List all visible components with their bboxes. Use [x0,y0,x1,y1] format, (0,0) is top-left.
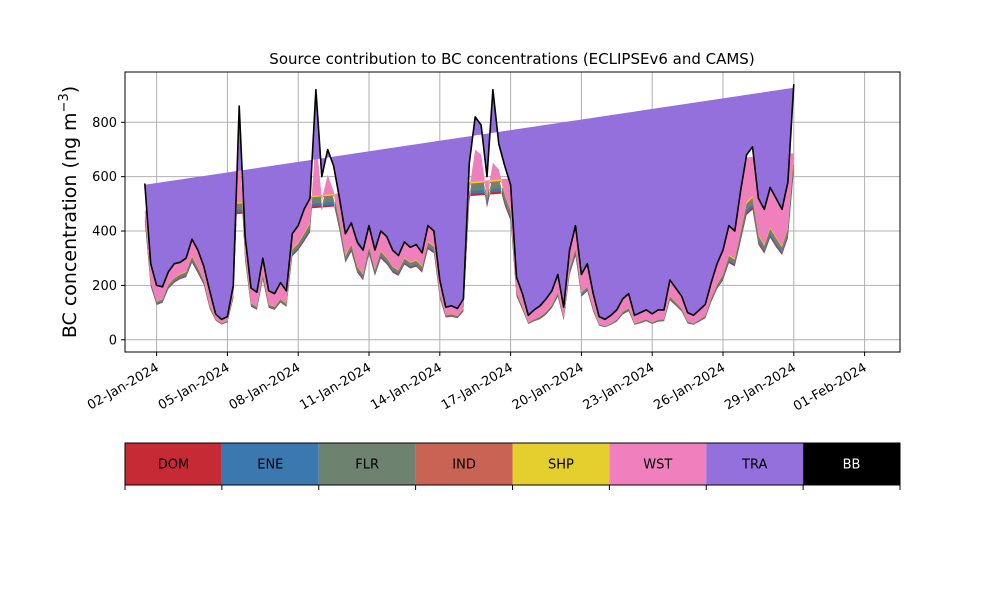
series-line-bb [144,84,795,321]
chart-title: Source contribution to BC concentrations… [269,50,754,68]
x-tick-label: 20-Jan-2024 [510,360,587,413]
legend-swatch-wst [609,443,707,485]
plot-frame [124,71,901,353]
colorbar-legend: DOM ENE FLR IND SHP WST TRA BB [124,442,901,490]
legend-swatch-ind [415,443,513,485]
x-tick-label: 02-Jan-2024 [85,360,162,413]
y-axis-label-main: BC concentration (ng m [59,112,81,338]
x-tick-label: 23-Jan-2024 [581,360,658,413]
y-axis-label-superscript: −3 [57,93,72,112]
x-tick-label: 17-Jan-2024 [439,360,516,413]
y-tick-label: 200 [92,279,117,294]
legend-label-flr: FLR [355,458,379,473]
legend-swatch-ene [221,443,319,485]
legend-swatch-shp [512,443,610,485]
y-axis-label-close: ) [59,86,81,93]
x-tick-label: 14-Jan-2024 [368,360,445,413]
y-tick-label: 400 [92,225,117,240]
y-tick-label: 0 [109,333,117,348]
y-tick-label: 600 [92,170,117,185]
y-tick-label: 800 [92,116,117,131]
bb-outline [144,84,795,321]
legend-label-ene: ENE [257,458,283,473]
legend-label-ind: IND [452,458,476,473]
x-tick-label: 08-Jan-2024 [227,360,304,413]
y-axis-ticks: 0 200 400 600 800 [92,116,125,348]
x-tick-label: 29-Jan-2024 [722,360,799,413]
legend-swatch-tra [706,443,804,485]
legend-label-bb: BB [843,458,861,473]
x-tick-label: 26-Jan-2024 [651,360,728,413]
x-tick-label: 05-Jan-2024 [156,360,233,413]
x-tick-label: 11-Jan-2024 [297,360,374,413]
legend-label-wst: WST [643,458,672,473]
legend-label-tra: TRA [741,458,767,473]
y-axis-label: BC concentration (ng m−3) [57,86,81,338]
legend-label-shp: SHP [548,458,574,473]
legend-label-dom: DOM [158,458,189,473]
legend-swatch-dom [125,443,222,485]
stacked-areas [144,87,794,328]
legend-swatch-bb [803,443,900,485]
x-axis-ticks: 02-Jan-202405-Jan-202408-Jan-202411-Jan-… [85,352,870,414]
area-tra [144,87,794,320]
x-tick-label: 01-Feb-2024 [791,360,870,414]
legend-swatch-flr [318,443,416,485]
